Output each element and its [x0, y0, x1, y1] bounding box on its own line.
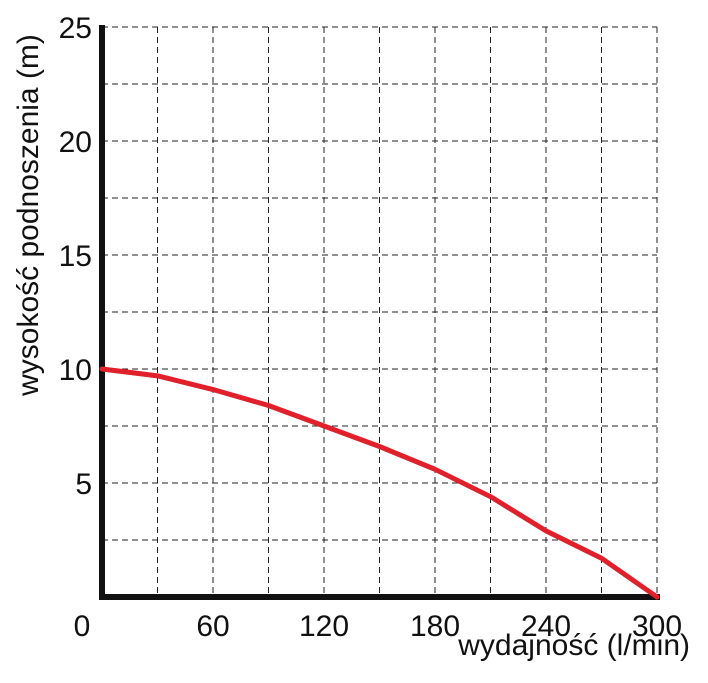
x-tick-label: 0: [74, 610, 91, 643]
y-tick-label: 15: [59, 240, 92, 273]
data-line: [99, 366, 660, 600]
x-tick-label: 60: [196, 610, 229, 643]
x-tick-label: 240: [521, 610, 571, 643]
y-axis-label: wysokość podnoszenia (m): [12, 34, 45, 397]
x-tick-label: 180: [410, 610, 460, 643]
y-tick-label: 20: [59, 126, 92, 159]
y-tick-label: 5: [75, 468, 92, 501]
x-tick-label: 300: [632, 610, 682, 643]
y-tick-label: 10: [59, 354, 92, 387]
y-tick-label: 25: [59, 12, 92, 45]
x-axis-label: wydajność (l/min): [457, 629, 690, 662]
x-tick-label: 120: [299, 610, 349, 643]
